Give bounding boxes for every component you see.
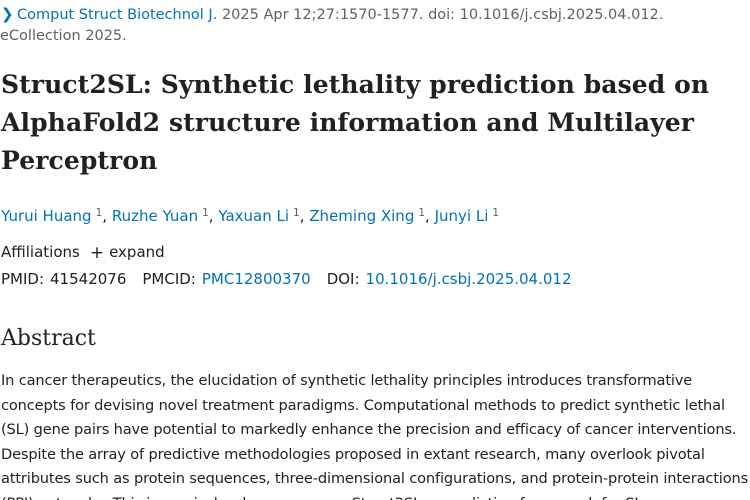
- affiliation-ref[interactable]: 1: [293, 207, 300, 219]
- citation-line: ❯ Comput Struct Biotechnol J. 2025 Apr 12…: [0, 4, 745, 47]
- author-link[interactable]: Zheming Xing: [309, 207, 415, 225]
- author-link[interactable]: Yaxuan Li: [218, 207, 290, 225]
- doi-link[interactable]: 10.1016/j.csbj.2025.04.012: [365, 270, 572, 288]
- affiliation-ref[interactable]: 1: [95, 207, 103, 219]
- author-separator: ,: [425, 207, 430, 225]
- article-title: Struct2SL: Synthetic lethality predictio…: [1, 70, 710, 175]
- doi-label: DOI:: [326, 270, 360, 288]
- author-link[interactable]: Ruzhe Yuan: [111, 207, 199, 225]
- identifiers-row: PMID: 41542076 PMCID: PMC12800370 DOI: 10.101…: [1, 268, 572, 290]
- author-separator: ,: [102, 207, 108, 225]
- pmcid-link[interactable]: PMC12800370: [201, 270, 311, 288]
- author-link[interactable]: Yurui Huang: [1, 207, 92, 225]
- pmid-label: PMID:: [1, 270, 45, 288]
- abstract-heading: Abstract: [1, 326, 96, 351]
- pmcid-label: PMCID:: [142, 270, 196, 288]
- citation-details: 2025 Apr 12;27:1570-1577. doi: 10.1016/j…: [0, 7, 664, 44]
- expand-label: expand: [109, 243, 165, 261]
- affiliations-expand-button[interactable]: + expand: [89, 243, 165, 263]
- affiliation-ref[interactable]: 1: [492, 207, 500, 219]
- author-link[interactable]: Junyi Li: [434, 207, 489, 225]
- author-list: Yurui Huang 1, Ruzhe Yuan 1, Yaxuan Li 1, Z…: [1, 202, 499, 227]
- chevron-right-icon[interactable]: ❯: [1, 5, 14, 23]
- author-separator: ,: [208, 207, 214, 225]
- affiliations-row: Affiliations + expand: [1, 241, 165, 264]
- journal-link[interactable]: Comput Struct Biotechnol J.: [17, 7, 218, 23]
- affiliation-ref[interactable]: 1: [418, 207, 426, 219]
- plus-icon: +: [89, 243, 105, 263]
- abstract-text: In cancer therapeutics, the elucidation …: [1, 372, 749, 500]
- affiliation-ref[interactable]: 1: [202, 207, 209, 219]
- affiliations-label: Affiliations: [1, 243, 80, 261]
- pmid-value: 41542076: [50, 270, 127, 288]
- author-separator: ,: [299, 207, 305, 225]
